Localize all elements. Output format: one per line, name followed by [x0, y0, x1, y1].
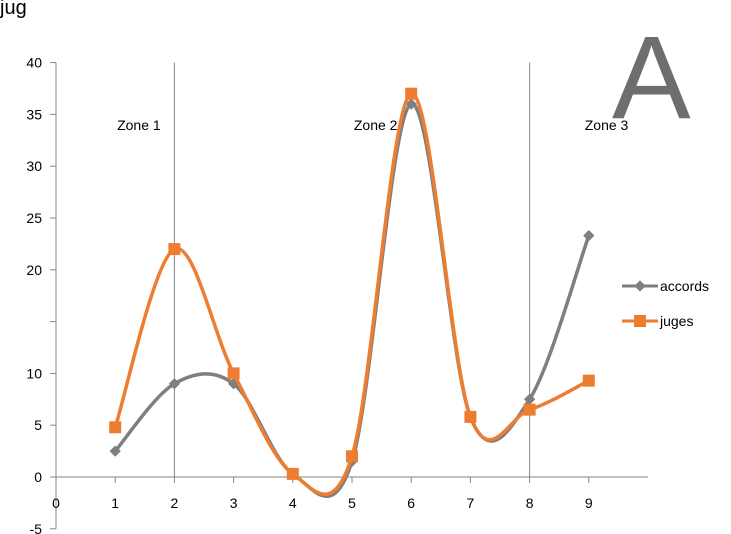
legend-label-juges: juges: [659, 313, 693, 329]
data-point-juges: [346, 450, 358, 463]
legend-label-accords: accords: [660, 278, 709, 294]
y-tick-label: 25: [26, 210, 42, 226]
x-tick-label: 5: [348, 495, 356, 511]
data-point-accords: [168, 378, 181, 390]
series-juges: [109, 87, 595, 496]
x-tick-label: 4: [289, 495, 297, 511]
data-point-juges: [464, 410, 477, 423]
axes: -5 0 5 10 20 25 30 35 40 0 1 2 3 4 5 6 7 8 9 Zone 1 Zone 2 Zo…: [26, 55, 648, 534]
legend-marker-juges: [634, 315, 646, 327]
series-line-accords: [113, 102, 591, 499]
data-point-juges: [405, 87, 418, 100]
data-point-juges: [523, 403, 536, 416]
y-tick-label: 35: [26, 106, 42, 122]
legend-item-accords: accords: [622, 278, 709, 294]
y-tick-label: 0: [34, 469, 42, 485]
series-line-juges: [113, 91, 590, 496]
data-point-juges: [582, 374, 595, 387]
series-accords: [109, 98, 595, 499]
legend: accords juges: [622, 278, 709, 329]
data-point-juges: [227, 367, 240, 380]
x-tick-label: 3: [230, 495, 238, 511]
chart-title-fragment: jug: [0, 0, 27, 19]
legend-marker-accords: [634, 280, 646, 292]
data-point-juges: [168, 243, 181, 256]
x-tick-label: 6: [407, 495, 415, 511]
y-tick-label: 5: [34, 417, 42, 433]
x-tick-label: 9: [585, 495, 593, 511]
panel-letter: A: [612, 12, 691, 144]
zone-label: Zone 1: [117, 117, 161, 133]
y-tick-label: 30: [26, 158, 42, 174]
zone-label: Zone 2: [354, 117, 398, 133]
x-tick-label: 1: [111, 495, 119, 511]
x-tick-label: 0: [52, 495, 60, 511]
data-point-juges: [109, 421, 122, 434]
series-layer: [109, 87, 595, 499]
y-tick-label: 10: [26, 365, 42, 381]
y-tick-label: -5: [30, 521, 43, 534]
legend-item-juges: juges: [622, 313, 693, 329]
data-point-accords: [523, 393, 536, 405]
y-tick-label: 40: [26, 55, 42, 71]
x-tick-label: 8: [526, 495, 534, 511]
zone-label: Zone 3: [585, 117, 629, 133]
x-tick-label: 7: [467, 495, 475, 511]
data-point-juges: [286, 467, 299, 480]
data-point-accords: [583, 229, 595, 242]
x-tick-label: 2: [171, 495, 179, 511]
y-tick-label: 20: [26, 262, 42, 278]
